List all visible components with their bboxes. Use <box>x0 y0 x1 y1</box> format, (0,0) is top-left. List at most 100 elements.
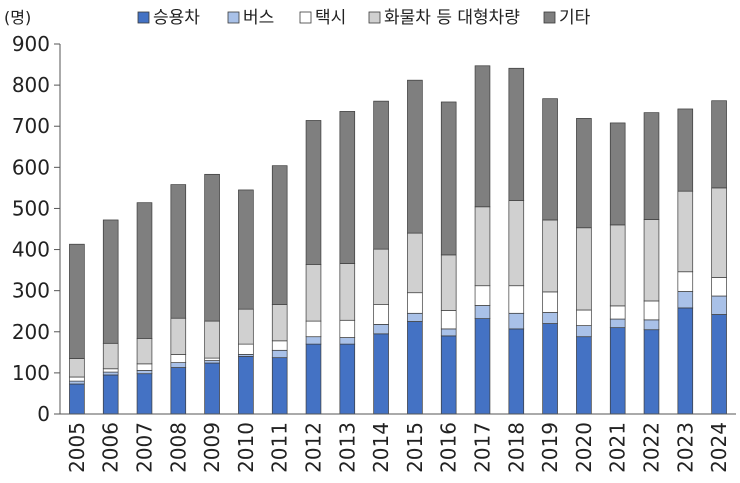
bar-segment-2010-s0 <box>238 356 254 415</box>
y-tick-label: 0 <box>37 402 50 426</box>
bar-segment-2015-s1 <box>407 312 423 322</box>
bar-segment-2015-s4 <box>407 79 423 234</box>
bar-segment-2005-s4 <box>69 243 85 359</box>
bar-stack-2011 <box>271 165 288 415</box>
x-tick-label: 2011 <box>268 422 292 473</box>
bar-segment-2011-s1 <box>271 349 288 359</box>
bar-segment-2023-s1 <box>677 291 694 309</box>
bar-segment-2019-s4 <box>542 98 558 221</box>
bar-segment-2011-s3 <box>271 304 288 342</box>
bar-stack-2006 <box>102 219 119 415</box>
bar-segment-2022-s0 <box>643 329 660 415</box>
legend-swatch <box>137 11 150 24</box>
bar-segment-2009-s4 <box>204 173 220 322</box>
bar-stack-2022 <box>643 112 660 415</box>
x-tick-label: 2014 <box>369 422 393 473</box>
bar-segment-2009-s3 <box>204 320 220 359</box>
bar-segment-2019-s0 <box>542 323 558 415</box>
x-tick-label: 2019 <box>538 422 562 473</box>
bar-segment-2012-s3 <box>305 264 322 322</box>
bar-segment-2019-s2 <box>542 291 558 313</box>
bar-segment-2014-s3 <box>373 248 389 305</box>
bar-segment-2009-s0 <box>204 362 220 415</box>
bar-segment-2009-s2 <box>204 357 220 361</box>
bar-stack-2013 <box>339 111 356 415</box>
x-tick-label: 2005 <box>65 422 89 473</box>
bar-stack-2017 <box>474 65 491 415</box>
bar-segment-2013-s2 <box>339 319 356 338</box>
bar-segment-2020-s2 <box>576 309 592 326</box>
bar-segment-2007-s3 <box>136 338 153 365</box>
bar-segment-2007-s1 <box>136 370 153 375</box>
y-tick-label: 300 <box>12 279 50 303</box>
bar-segment-2006-s4 <box>102 219 119 344</box>
bar-segment-2014-s2 <box>373 304 389 325</box>
legend-swatch <box>368 11 381 24</box>
bar-segment-2015-s3 <box>407 232 423 294</box>
bar-segment-2005-s1 <box>69 380 85 385</box>
bar-segment-2013-s4 <box>339 111 356 264</box>
bar-segment-2010-s3 <box>238 308 254 345</box>
bar-segment-2024-s4 <box>711 100 727 189</box>
y-tick-label: 600 <box>12 155 50 179</box>
bar-segment-2016-s1 <box>440 328 457 337</box>
bar-segment-2014-s1 <box>373 324 389 335</box>
bar-segment-2007-s0 <box>136 373 153 415</box>
legend-item-4: 기타 <box>543 8 591 28</box>
x-tick-label: 2024 <box>707 422 731 473</box>
bar-segment-2021-s2 <box>609 305 626 320</box>
y-tick-label: 500 <box>12 196 50 220</box>
bar-segment-2024-s2 <box>711 277 727 297</box>
bar-stack-2016 <box>440 101 457 415</box>
bar-segment-2019-s3 <box>542 219 558 293</box>
y-unit-label: (명) <box>4 8 31 27</box>
bar-segment-2018-s3 <box>508 200 525 287</box>
x-tick-label: 2017 <box>471 422 495 473</box>
y-tick-label: 900 <box>12 32 50 56</box>
legend-swatch <box>227 11 240 24</box>
legend-item-1: 버스 <box>227 8 274 28</box>
y-tick-label: 100 <box>12 361 50 385</box>
legend-item-0: 승용차 <box>137 8 200 28</box>
bar-stack-2009 <box>204 173 220 415</box>
bar-segment-2021-s1 <box>609 318 626 329</box>
x-axis: 2005 2006 2007 2008 2009 2010 2011 2012 2013 2014… <box>60 413 736 473</box>
bar-segment-2020-s1 <box>576 325 592 338</box>
legend-item-2: 택시 <box>299 8 346 28</box>
bar-segment-2011-s2 <box>271 340 288 351</box>
bar-segment-2008-s4 <box>170 184 187 319</box>
legend-label: 택시 <box>315 8 346 28</box>
bar-segment-2010-s4 <box>238 189 254 310</box>
bar-stack-2019 <box>542 98 558 415</box>
bar-segment-2005-s0 <box>69 383 85 415</box>
x-tick-label: 2010 <box>234 422 258 473</box>
bar-segment-2016-s3 <box>440 254 457 311</box>
bar-segment-2021-s4 <box>609 122 626 226</box>
x-tick-label: 2008 <box>166 422 190 473</box>
x-tick-label: 2015 <box>403 422 427 473</box>
bar-segment-2010-s2 <box>238 343 254 355</box>
y-tick-label: 400 <box>12 238 50 262</box>
legend-swatch <box>299 11 312 24</box>
legend-label: 기타 <box>559 8 591 28</box>
bar-segment-2018-s1 <box>508 312 525 330</box>
bar-segment-2018-s0 <box>508 328 525 415</box>
bar-segment-2017-s4 <box>474 65 491 208</box>
y-tick-label: 200 <box>12 320 50 344</box>
legend-label: 승용차 <box>153 8 200 28</box>
bar-segment-2015-s2 <box>407 292 423 314</box>
bar-segment-2023-s3 <box>677 190 694 273</box>
bar-segment-2008-s0 <box>170 367 187 415</box>
bar-stack-2010 <box>238 189 254 415</box>
y-tick-label: 700 <box>12 114 50 138</box>
bar-segment-2017-s3 <box>474 206 491 287</box>
x-tick-label: 2022 <box>640 422 664 473</box>
legend-label: 버스 <box>243 8 274 28</box>
bar-stack-2024 <box>711 100 727 415</box>
legend-label: 화물차 등 대형차량 <box>384 8 520 28</box>
bar-segment-2014-s4 <box>373 100 389 250</box>
bar-segment-2013-s3 <box>339 263 356 321</box>
bar-segment-2021-s0 <box>609 327 626 415</box>
bar-segment-2024-s3 <box>711 187 727 278</box>
